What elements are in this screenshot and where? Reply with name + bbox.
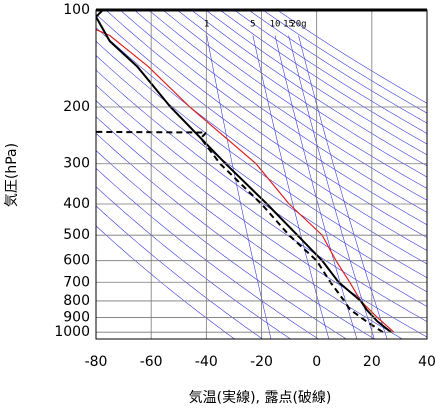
x-tick-label: 0 (312, 354, 321, 370)
y-tick-label: 700 (63, 274, 90, 290)
dry-adiabat (96, 225, 235, 339)
x-tick-label: 40 (418, 354, 436, 370)
mixing-ratio-line (298, 35, 388, 339)
x-tick-label: -40 (195, 354, 218, 370)
mixing-ratio-label: 10 (270, 20, 281, 30)
x-tick-label: -20 (250, 354, 273, 370)
mixing-ratio-label: 15 (283, 20, 294, 30)
x-tick-label: -80 (85, 354, 108, 370)
dry-adiabat (96, 132, 375, 339)
dry-adiabat (148, 10, 427, 201)
mixing-ratio-line (274, 35, 358, 339)
mixing-ratio-line (252, 35, 330, 339)
dry-adiabat (96, 13, 427, 251)
dry-adiabat (262, 10, 427, 114)
y-tick-label: 100 (63, 2, 90, 18)
dry-adiabat (96, 186, 291, 339)
dry-adiabat (96, 55, 427, 293)
mixing-ratio-label: 1 (204, 20, 209, 30)
dry-adiabat (96, 100, 427, 338)
dry-adiabat (96, 150, 347, 339)
y-tick-label: 900 (63, 309, 90, 325)
mixing-ratio-label: 20g (290, 20, 306, 30)
dry-adiabat (134, 10, 427, 213)
mixing-ratio-label: 5 (250, 20, 255, 30)
y-axis-label: 気圧(hPa) (4, 143, 20, 207)
y-tick-label: 1000 (54, 324, 90, 340)
profile-line (96, 29, 395, 333)
dry-adiabat (96, 40, 427, 279)
dry-adiabat (119, 10, 427, 226)
dry-adiabat (177, 10, 427, 178)
y-tick-label: 400 (63, 196, 90, 212)
profile-line (96, 10, 392, 333)
y-tick-label: 200 (63, 99, 90, 115)
x-tick-label: 20 (363, 354, 381, 370)
y-tick-label: 300 (63, 156, 90, 172)
profile-line (96, 130, 384, 334)
dry-adiabat (276, 10, 427, 104)
dry-adiabat (105, 10, 427, 238)
x-tick-label: -60 (140, 354, 163, 370)
y-tick-label: 500 (63, 227, 90, 243)
mixing-ratio-line (206, 35, 272, 339)
mixing-ratio-line (288, 35, 375, 339)
dry-adiabat (162, 10, 427, 189)
dry-adiabat (205, 10, 427, 156)
dry-adiabat (96, 27, 427, 265)
x-axis-label: 気温(実線), 露点(破線) (189, 390, 332, 406)
profiles (96, 10, 395, 334)
dry-adiabat (96, 167, 319, 339)
dry-adiabat (96, 116, 403, 339)
y-tick-label: 600 (63, 253, 90, 269)
dry-adiabat (96, 205, 263, 339)
y-tick-label: 800 (63, 293, 90, 309)
dry-adiabat (96, 69, 427, 307)
background-lines (96, 10, 427, 339)
dry-adiabat (191, 10, 427, 167)
dry-adiabat (219, 10, 427, 145)
